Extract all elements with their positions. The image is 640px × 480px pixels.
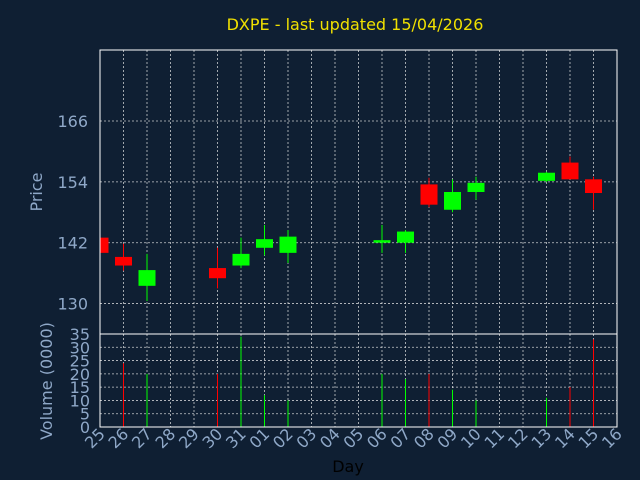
volume-tick-label: 10 xyxy=(70,391,90,410)
volume-tick-label: 0 xyxy=(80,418,90,437)
candle-up xyxy=(373,224,391,253)
x-axis-label: Day xyxy=(332,457,364,476)
candle-up xyxy=(256,224,273,256)
price-tick-label: 130 xyxy=(57,295,88,314)
candle-body xyxy=(256,239,273,248)
candle-body xyxy=(100,237,109,253)
candle-body xyxy=(232,253,250,266)
volume-axis-label: Volume (0000) xyxy=(37,322,56,440)
volume-tick-label: 5 xyxy=(80,405,90,424)
candle-body xyxy=(585,179,602,194)
chart-title: DXPE - last updated 15/04/2026 xyxy=(227,15,484,34)
candle-body xyxy=(115,256,132,266)
candle-down xyxy=(420,177,438,208)
volume-panel-border xyxy=(99,333,618,428)
price-tick-label: 142 xyxy=(57,234,88,253)
candle-up xyxy=(538,171,555,182)
volume-tick-label: 20 xyxy=(70,365,90,384)
price-tick-label: 166 xyxy=(57,112,88,131)
candle-up xyxy=(232,237,250,269)
x-axis: 2526272829303101020304050607080910111213… xyxy=(81,424,626,452)
candle-body xyxy=(444,192,461,210)
candle-down xyxy=(115,243,132,271)
volume-tick-label: 15 xyxy=(70,378,90,397)
candle-up xyxy=(467,176,485,200)
price-tick-label: 154 xyxy=(57,173,88,192)
volume-tick-label: 30 xyxy=(70,338,90,357)
candle-body xyxy=(373,240,391,243)
candle-body xyxy=(538,172,555,181)
price-axis-label: Price xyxy=(27,172,46,211)
volume-tick-label: 35 xyxy=(70,325,90,344)
candle-down xyxy=(585,176,602,210)
candle-body xyxy=(397,231,414,243)
candle-up xyxy=(444,179,461,213)
candle-body xyxy=(420,184,438,205)
candle-down xyxy=(209,247,226,289)
candle-body xyxy=(467,182,485,192)
candle-up xyxy=(397,230,414,253)
candle-up xyxy=(138,253,156,302)
price-panel: 130 142 154 166 xyxy=(57,49,618,335)
candle-body xyxy=(138,270,156,286)
candle-down xyxy=(561,156,579,180)
candle-body xyxy=(209,268,226,279)
candle-body xyxy=(279,236,297,253)
candle-up xyxy=(279,230,297,263)
volume-tick-label: 25 xyxy=(70,352,90,371)
candle-body xyxy=(561,162,579,180)
